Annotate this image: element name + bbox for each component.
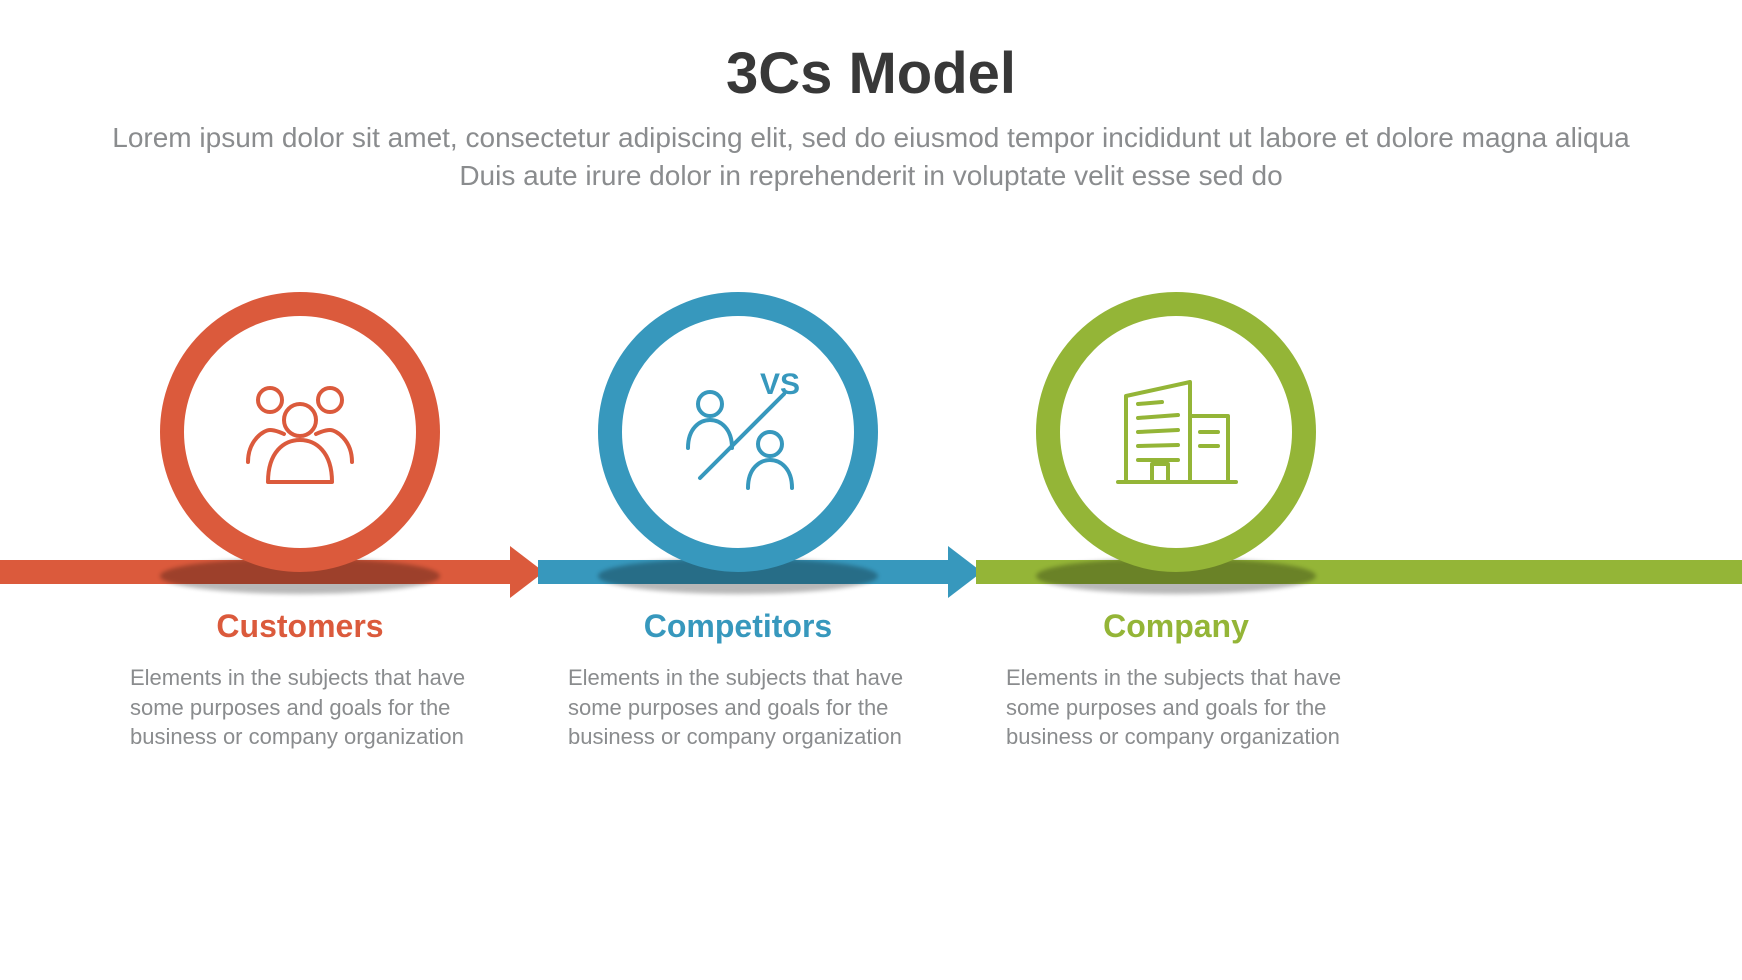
label-competitors: Competitors Elements in the subjects that… xyxy=(558,608,918,752)
page-subtitle: Lorem ipsum dolor sit amet, consectetur … xyxy=(91,119,1651,195)
label-company: Company Elements in the subjects that hav… xyxy=(996,608,1356,752)
versus-icon: VS xyxy=(658,352,818,512)
page-title: 3Cs Model xyxy=(0,40,1742,107)
people-icon xyxy=(220,352,380,512)
label-customers: Customers Elements in the subjects that h… xyxy=(120,608,480,752)
item-description: Elements in the subjects that have some … xyxy=(558,663,918,752)
item-title: Company xyxy=(996,608,1356,645)
item-description: Elements in the subjects that have some … xyxy=(996,663,1356,752)
diagram: Customers Elements in the subjects that h… xyxy=(0,280,1742,880)
circle-company xyxy=(1036,292,1316,572)
item-title: Customers xyxy=(120,608,480,645)
circle-competitors: VS xyxy=(598,292,878,572)
item-description: Elements in the subjects that have some … xyxy=(120,663,480,752)
building-icon xyxy=(1096,352,1256,512)
circle-customers xyxy=(160,292,440,572)
item-title: Competitors xyxy=(558,608,918,645)
